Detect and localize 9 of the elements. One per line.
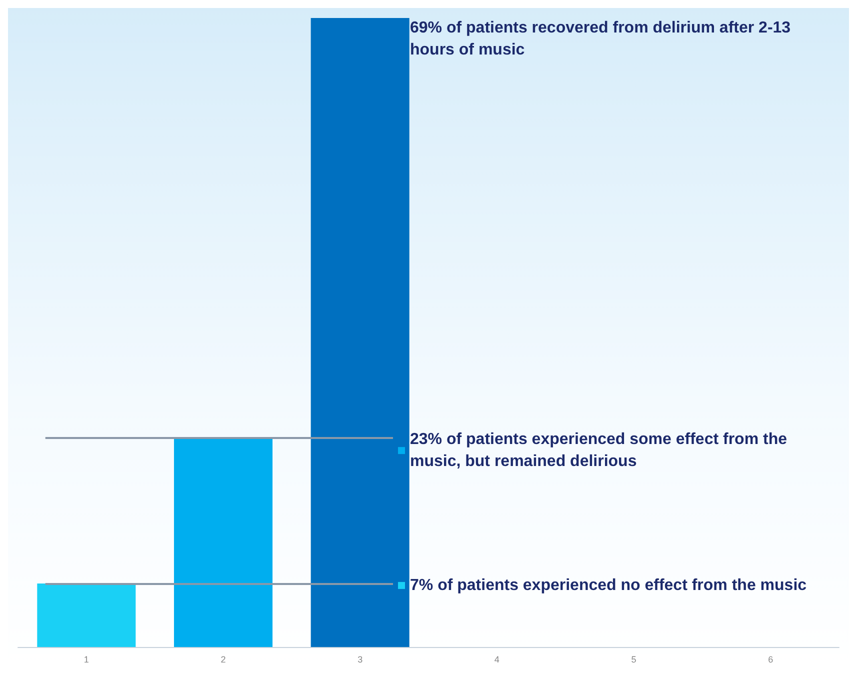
x-tick-label: 4 bbox=[494, 654, 500, 664]
x-tick-label: 2 bbox=[220, 654, 226, 664]
x-tick-label: 1 bbox=[84, 654, 89, 664]
series-label: 69% of patients recovered from delirium after 2-13 hours of music bbox=[410, 20, 796, 58]
x-tick-label: 6 bbox=[768, 654, 774, 664]
legend-label: 7% of patients experienced no effect from the music bbox=[410, 576, 807, 594]
x-tick-label: 5 bbox=[631, 654, 636, 664]
x-tick-label: 3 bbox=[358, 654, 363, 664]
legend-label: 23% of patients experienced some effect from the music, but remained delirious bbox=[410, 431, 792, 470]
